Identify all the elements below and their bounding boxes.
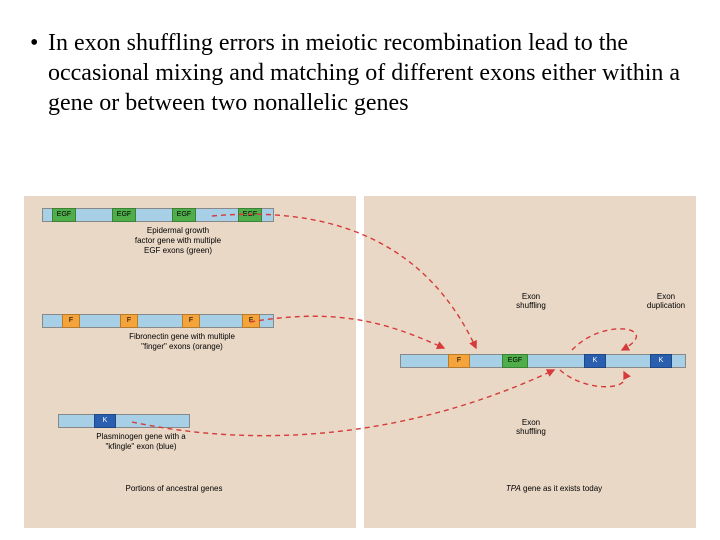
caption: Plasminogen gene with a"kfingle" exon (b…	[76, 432, 206, 452]
gene-bar: K	[58, 414, 190, 428]
exon-f: F	[242, 314, 260, 328]
gene-bar: EGF EGF EGF EGF	[42, 208, 274, 222]
caption: Fibronectin gene with multiple"finger" e…	[112, 332, 252, 352]
caption: TPA gene as it exists today	[474, 484, 634, 494]
exon-egf: EGF	[52, 208, 76, 222]
caption: Portions of ancestral genes	[94, 484, 254, 494]
exon-f: F	[62, 314, 80, 328]
gene-background	[400, 354, 686, 368]
exon-k: K	[584, 354, 606, 368]
bullet-paragraph: • In exon shuffling errors in meiotic re…	[48, 28, 682, 118]
diagram-label: Exonduplication	[636, 292, 696, 310]
bullet-text-content: In exon shuffling errors in meiotic reco…	[48, 30, 680, 116]
exon-f: F	[448, 354, 470, 368]
diagram-label: Exonshuffling	[506, 418, 556, 436]
diagram-panels: EGFEGFEGFEGFEpidermal growthfactor gene …	[24, 196, 696, 528]
exon-k: K	[94, 414, 116, 428]
gene-bar: FFFF	[42, 314, 274, 328]
diagram-label: Exonshuffling	[506, 292, 556, 310]
exon-egf: EGF	[172, 208, 196, 222]
exon-k: K	[650, 354, 672, 368]
gene-background	[58, 414, 190, 428]
bullet-dot: •	[30, 28, 38, 58]
exon-egf: EGF	[502, 354, 528, 368]
caption: Epidermal growthfactor gene with multipl…	[118, 226, 238, 256]
exon-egf: EGF	[238, 208, 262, 222]
exon-egf: EGF	[112, 208, 136, 222]
panel-tpa: F EGF K K Exonshuffling Exonduplication Exonsh…	[364, 196, 696, 528]
exon-f: F	[120, 314, 138, 328]
exon-f: F	[182, 314, 200, 328]
gene-bar: F EGF K K	[400, 354, 686, 368]
panel-ancestral: EGFEGFEGFEGFEpidermal growthfactor gene …	[24, 196, 356, 528]
